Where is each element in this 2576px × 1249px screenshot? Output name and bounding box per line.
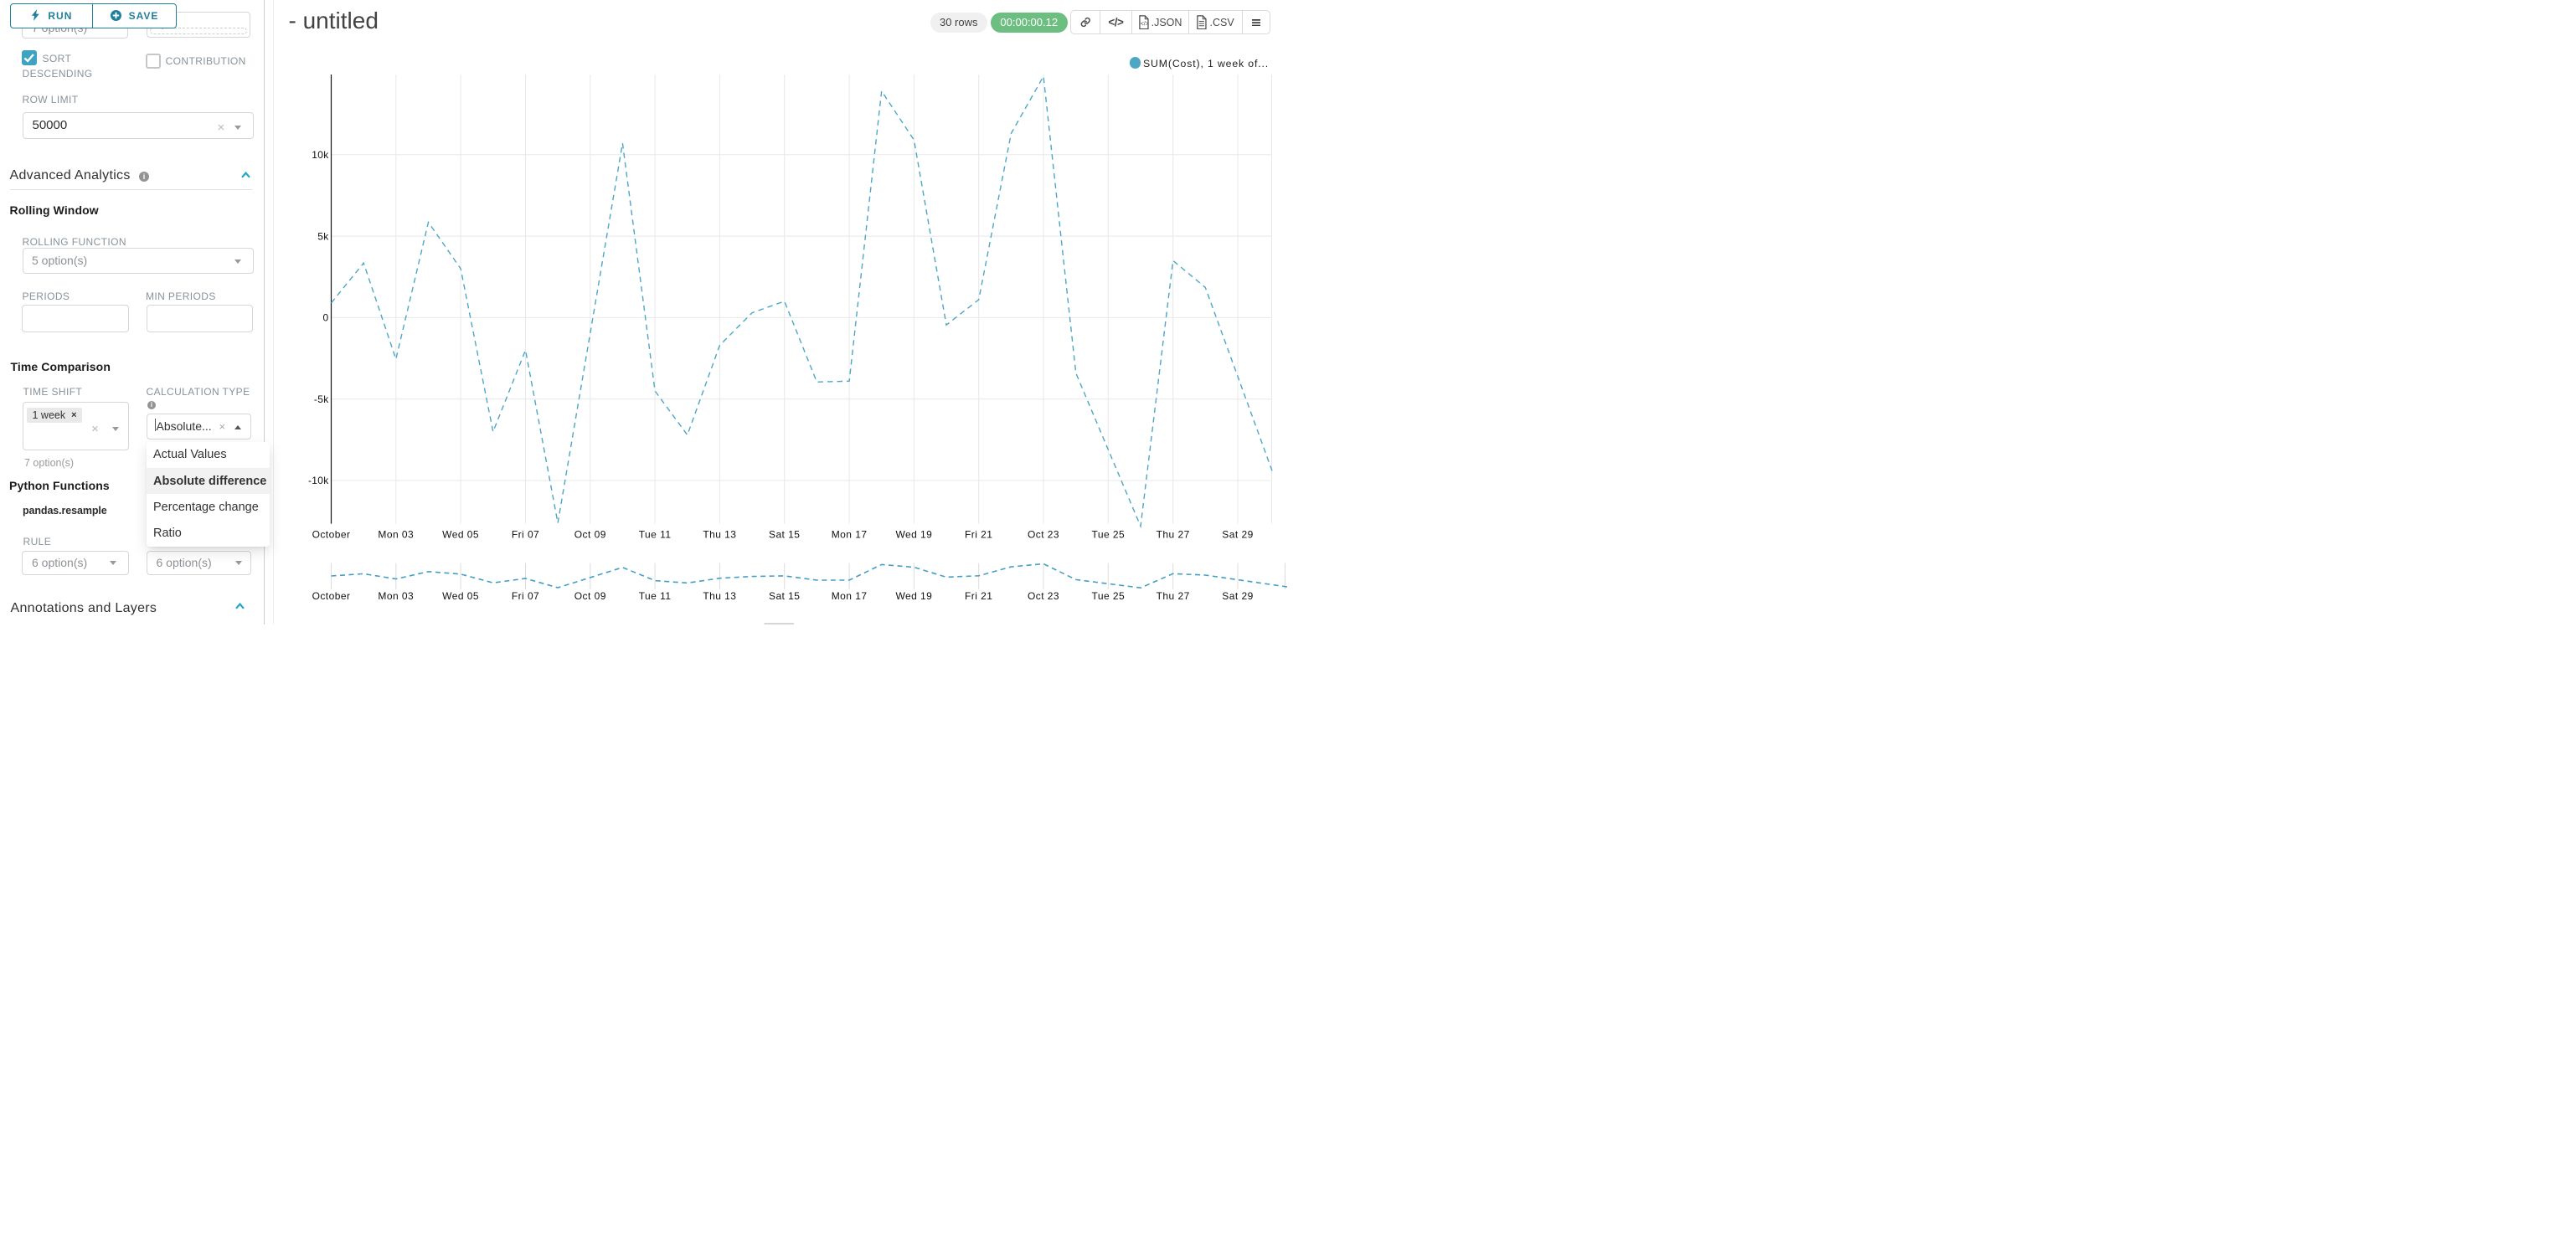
svg-text:10k: 10k xyxy=(312,149,329,161)
svg-text:Fri 07: Fri 07 xyxy=(512,590,539,602)
svg-text:Thu 13: Thu 13 xyxy=(703,529,736,541)
svg-text:Mon 17: Mon 17 xyxy=(832,590,868,602)
svg-text:Wed 05: Wed 05 xyxy=(442,590,479,602)
svg-text:Oct 09: Oct 09 xyxy=(574,529,606,541)
svg-text:Wed 19: Wed 19 xyxy=(895,590,932,602)
svg-text:Fri 07: Fri 07 xyxy=(512,529,539,541)
svg-text:Sat 15: Sat 15 xyxy=(769,529,800,541)
svg-text:Oct 23: Oct 23 xyxy=(1028,529,1059,541)
svg-text:Fri 21: Fri 21 xyxy=(965,590,992,602)
svg-text:</>: </> xyxy=(1141,20,1149,27)
svg-text:5k: 5k xyxy=(317,230,329,242)
svg-text:Thu 27: Thu 27 xyxy=(1157,590,1190,602)
svg-text:Mon 03: Mon 03 xyxy=(378,529,414,541)
svg-text:Thu 27: Thu 27 xyxy=(1157,529,1190,541)
svg-text:Wed 05: Wed 05 xyxy=(442,529,479,541)
svg-text:Sat 29: Sat 29 xyxy=(1222,529,1253,541)
svg-text:Wed 19: Wed 19 xyxy=(895,529,932,541)
svg-text:October: October xyxy=(312,529,351,541)
svg-text:-10k: -10k xyxy=(308,475,329,486)
svg-text:Fri 21: Fri 21 xyxy=(965,529,992,541)
svg-text:-5k: -5k xyxy=(314,393,329,405)
svg-text:0: 0 xyxy=(323,312,329,324)
svg-text:Mon 17: Mon 17 xyxy=(832,529,868,541)
svg-text:Mon 03: Mon 03 xyxy=(378,590,414,602)
svg-text:October: October xyxy=(312,590,351,602)
svg-text:Tue 11: Tue 11 xyxy=(639,590,672,602)
svg-text:Oct 09: Oct 09 xyxy=(574,590,606,602)
svg-text:Tue 25: Tue 25 xyxy=(1091,529,1125,541)
svg-text:Oct 23: Oct 23 xyxy=(1028,590,1059,602)
svg-text:Sat 29: Sat 29 xyxy=(1222,590,1253,602)
svg-text:Tue 11: Tue 11 xyxy=(639,529,672,541)
svg-text:Thu 13: Thu 13 xyxy=(703,590,736,602)
svg-text:Sat 15: Sat 15 xyxy=(769,590,800,602)
svg-text:Tue 25: Tue 25 xyxy=(1091,590,1125,602)
